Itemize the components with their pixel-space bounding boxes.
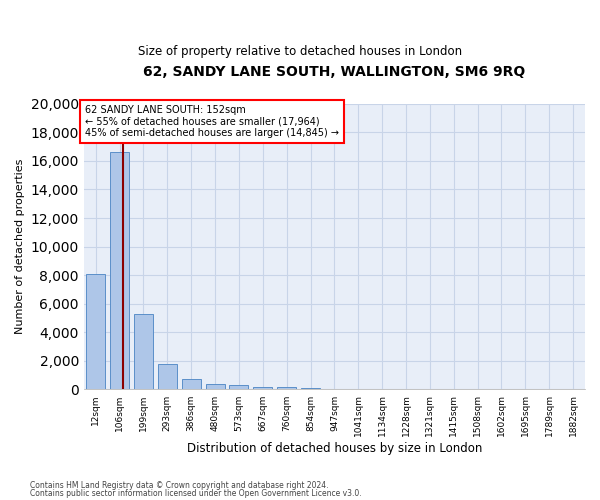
Bar: [182, 380, 201, 390]
Bar: [110, 152, 129, 390]
Text: Contains HM Land Registry data © Crown copyright and database right 2024.: Contains HM Land Registry data © Crown c…: [30, 481, 329, 490]
Text: Contains public sector information licensed under the Open Government Licence v3: Contains public sector information licen…: [30, 488, 362, 498]
Bar: [158, 364, 177, 390]
Bar: [277, 386, 296, 390]
X-axis label: Distribution of detached houses by size in London: Distribution of detached houses by size …: [187, 442, 482, 455]
Bar: [134, 314, 153, 390]
Bar: [325, 388, 344, 390]
Y-axis label: Number of detached properties: Number of detached properties: [15, 159, 25, 334]
Text: Size of property relative to detached houses in London: Size of property relative to detached ho…: [138, 45, 462, 58]
Text: 62 SANDY LANE SOUTH: 152sqm
← 55% of detached houses are smaller (17,964)
45% of: 62 SANDY LANE SOUTH: 152sqm ← 55% of det…: [85, 105, 339, 138]
Bar: [86, 274, 105, 390]
Bar: [229, 386, 248, 390]
Bar: [253, 386, 272, 390]
Title: 62, SANDY LANE SOUTH, WALLINGTON, SM6 9RQ: 62, SANDY LANE SOUTH, WALLINGTON, SM6 9R…: [143, 65, 526, 79]
Bar: [206, 384, 224, 390]
Bar: [301, 388, 320, 390]
